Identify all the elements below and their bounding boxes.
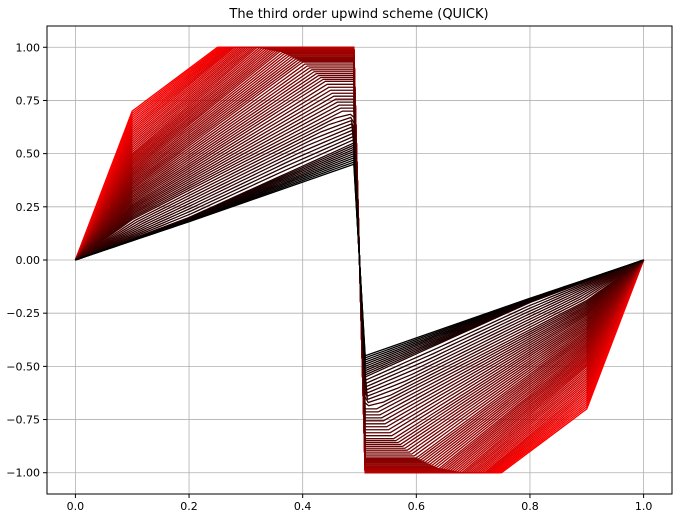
y-tick-label: 0.25 <box>16 201 41 214</box>
y-tick-label: 0.00 <box>16 254 41 267</box>
x-tick-label: 1.0 <box>635 500 653 513</box>
x-tick-label: 0.4 <box>294 500 312 513</box>
y-tick-label: −0.75 <box>6 414 40 427</box>
y-tick-label: −1.00 <box>6 467 40 480</box>
series-group <box>74 46 645 474</box>
series-line <box>75 163 644 357</box>
chart-title: The third order upwind scheme (QUICK) <box>228 7 488 22</box>
plot-frame <box>46 25 673 495</box>
x-tick-label: 0.8 <box>521 500 539 513</box>
y-tick-label: −0.25 <box>6 307 40 320</box>
axes: 0.0 0.2 0.4 0.6 0.8 1.0 1.00 0.75 0.50 0.25 0.00 −0… <box>6 25 673 513</box>
y-tick-label: 1.00 <box>16 41 41 54</box>
x-tick-label: 0.2 <box>180 500 198 513</box>
x-tick-label: 0.0 <box>67 500 85 513</box>
y-tick-label: 0.75 <box>16 94 41 107</box>
x-tick-label: 0.6 <box>408 500 426 513</box>
y-tick-label: −0.50 <box>6 360 40 373</box>
y-tick-label: 0.50 <box>16 148 41 161</box>
